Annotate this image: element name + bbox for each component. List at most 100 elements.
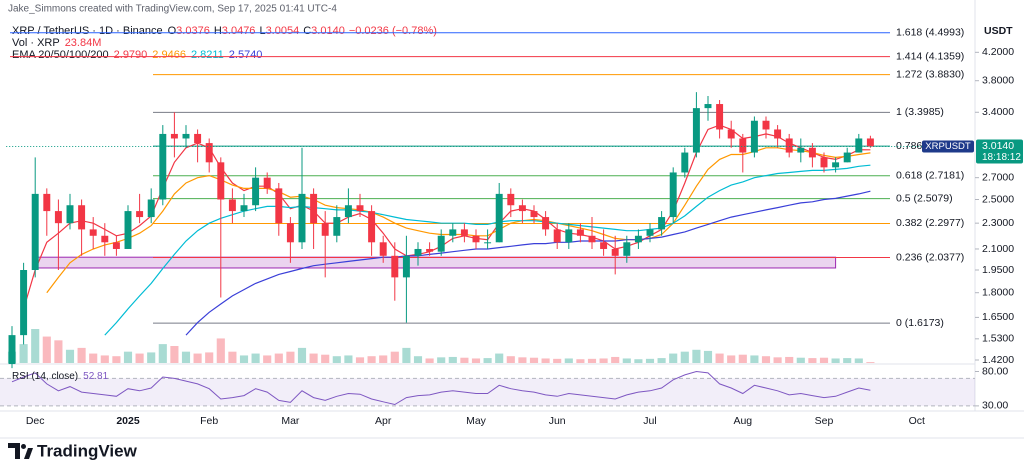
candle-body	[820, 157, 828, 168]
x-tick-label: Dec	[26, 415, 45, 427]
volume-bar	[564, 358, 573, 363]
candle-body	[414, 248, 422, 256]
candle-body	[310, 193, 318, 224]
candle-body	[472, 235, 480, 243]
volume-bar	[65, 349, 75, 363]
volume-bar	[645, 358, 655, 363]
fib-label: 1.414 (4.1359)	[896, 50, 964, 62]
fib-label: 0 (1.6173)	[896, 317, 944, 329]
candle-body	[669, 172, 677, 218]
candle-body	[43, 193, 51, 212]
fib-label: 0.236 (2.0377)	[896, 251, 964, 263]
volume-label: Vol · XRP	[12, 37, 60, 49]
x-tick-label: May	[466, 415, 487, 427]
ohlc-value: 3.0054	[266, 25, 300, 37]
candle-body	[739, 138, 747, 153]
candle-body	[344, 205, 352, 218]
candle-body	[112, 242, 120, 249]
volume-bar	[263, 355, 272, 363]
candle-body	[437, 235, 445, 252]
volume-bar	[854, 358, 863, 363]
volume-bar	[251, 353, 260, 363]
candle-body	[495, 193, 503, 243]
volume-bar	[738, 354, 747, 363]
volume-bar	[89, 353, 98, 363]
candle-body	[54, 211, 62, 224]
volume-bar	[274, 353, 283, 363]
candle-body	[368, 211, 376, 243]
ma-value: 2.9466	[152, 49, 186, 61]
price-tag	[976, 139, 1023, 164]
y-tick-label: 4.2000	[982, 46, 1014, 58]
volume-bar	[460, 357, 469, 363]
rsi-legend: RSI (14, close) 52.81	[12, 371, 109, 382]
volume-bar	[680, 351, 689, 363]
volume-bar	[599, 358, 608, 363]
ohlc-key: H	[214, 25, 222, 37]
symbol-title: XRP / TetherUS · 1D · Binance	[12, 25, 163, 37]
currency: USDT	[984, 25, 1013, 37]
x-tick-label: Apr	[375, 415, 392, 427]
volume-bar	[170, 346, 179, 363]
candle-body	[808, 147, 816, 158]
x-tick-label: Oct	[909, 415, 925, 427]
candle-body	[774, 129, 782, 139]
fib-label: 1.618 (4.4993)	[896, 27, 964, 39]
rsi-label: RSI (14, close)	[12, 371, 78, 382]
volume-bar	[715, 353, 724, 363]
candle-body	[750, 120, 758, 153]
rsi-value: 52.81	[83, 371, 108, 382]
fib-label: 0.382 (2.2977)	[896, 217, 964, 229]
ma-value: 2.8211	[191, 49, 224, 61]
volume-bar	[216, 338, 225, 363]
change: −0.0236 (−0.78%)	[349, 25, 437, 37]
volume-bar	[808, 358, 817, 363]
volume-bar	[587, 358, 597, 363]
candle-body	[101, 235, 109, 243]
countdown: 18:18:12	[982, 152, 1021, 163]
volume-bar	[622, 358, 631, 363]
volume-bar	[669, 353, 678, 363]
candle-body	[136, 211, 144, 218]
candle-body	[565, 229, 573, 243]
ohlc-key: O	[168, 25, 177, 37]
candle-body	[182, 133, 190, 139]
candle-body	[217, 162, 225, 200]
x-tick-label: Jun	[549, 415, 566, 427]
candle-body	[576, 229, 584, 236]
y-tick-label: 1.9500	[982, 264, 1014, 276]
volume-bar	[42, 336, 51, 363]
volume-bar	[437, 357, 446, 363]
volume-bar	[228, 351, 237, 363]
volume-bar	[831, 358, 840, 363]
volume-bar	[54, 340, 63, 363]
ma-value: 2.5740	[229, 49, 263, 61]
volume-bar	[379, 355, 388, 363]
volume-bar	[634, 359, 643, 363]
candle-body	[843, 152, 851, 163]
candle-body	[600, 242, 608, 249]
x-tick-label: Aug	[733, 415, 752, 427]
volume-bar	[785, 356, 794, 363]
candle-body	[704, 104, 712, 109]
x-tick-label: Sep	[815, 415, 834, 427]
candle-body	[298, 193, 306, 243]
volume-bar	[344, 355, 353, 363]
y-tick-label: 1.4200	[982, 354, 1014, 366]
candle-body	[785, 138, 793, 153]
y-tick-label: 1.6500	[982, 311, 1014, 323]
candle-body	[542, 217, 550, 230]
candle-body	[124, 211, 132, 249]
fib-label: 1.272 (3.8830)	[896, 68, 964, 80]
candle-body	[170, 133, 178, 139]
volume-bar	[147, 352, 156, 363]
volume-bar	[100, 355, 109, 363]
volume-bar	[367, 356, 376, 363]
volume-bar	[19, 344, 28, 363]
candle-body	[286, 223, 294, 243]
volume-bar	[425, 358, 434, 363]
symbol-legend: XRP / TetherUS · 1D · Binance O3.0376 H3.0…	[12, 25, 437, 37]
volume-bar	[239, 355, 249, 363]
